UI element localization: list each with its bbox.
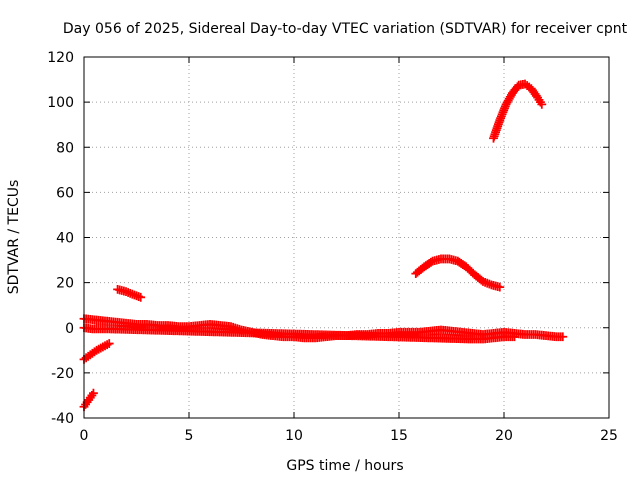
data-point-hump xyxy=(495,282,505,292)
chart-title: Day 056 of 2025, Sidereal Day-to-day VTE… xyxy=(63,21,628,37)
data-point-main-band xyxy=(558,332,568,342)
data-point-peak-arc xyxy=(537,99,547,109)
data-point-segment-a xyxy=(136,292,146,302)
x-axis-label: GPS time / hours xyxy=(286,458,403,474)
y-tick-label: 100 xyxy=(47,95,74,111)
y-tick-label: 120 xyxy=(47,50,74,66)
y-tick-label: 40 xyxy=(56,231,74,247)
grid xyxy=(84,57,609,418)
x-tick-label: 25 xyxy=(600,428,618,444)
x-tick-label: 20 xyxy=(495,428,513,444)
x-tick-label: 15 xyxy=(390,428,408,444)
y-tick-label: 80 xyxy=(56,140,74,156)
x-tick-label: 10 xyxy=(285,428,303,444)
data-point-low-band xyxy=(510,332,519,342)
y-tick-label: 0 xyxy=(65,321,74,337)
x-tick-label: 5 xyxy=(185,428,194,444)
x-tick-label: 0 xyxy=(80,428,89,444)
y-axis-label: SDTVAR / TECUs xyxy=(6,180,22,295)
data-point-start-drop xyxy=(89,388,98,398)
y-tick-label: -20 xyxy=(51,366,74,382)
plot-frame xyxy=(83,56,610,419)
y-tick-label: 20 xyxy=(56,276,74,292)
axis-ticks: 0 5 10 15 20 25 -40 -20 0 20 40 60 80 100 120 xyxy=(47,50,618,444)
data-point-early-rise xyxy=(104,339,114,348)
y-tick-label: 60 xyxy=(56,185,74,201)
y-tick-label: -40 xyxy=(51,411,74,427)
data-points xyxy=(79,79,568,412)
